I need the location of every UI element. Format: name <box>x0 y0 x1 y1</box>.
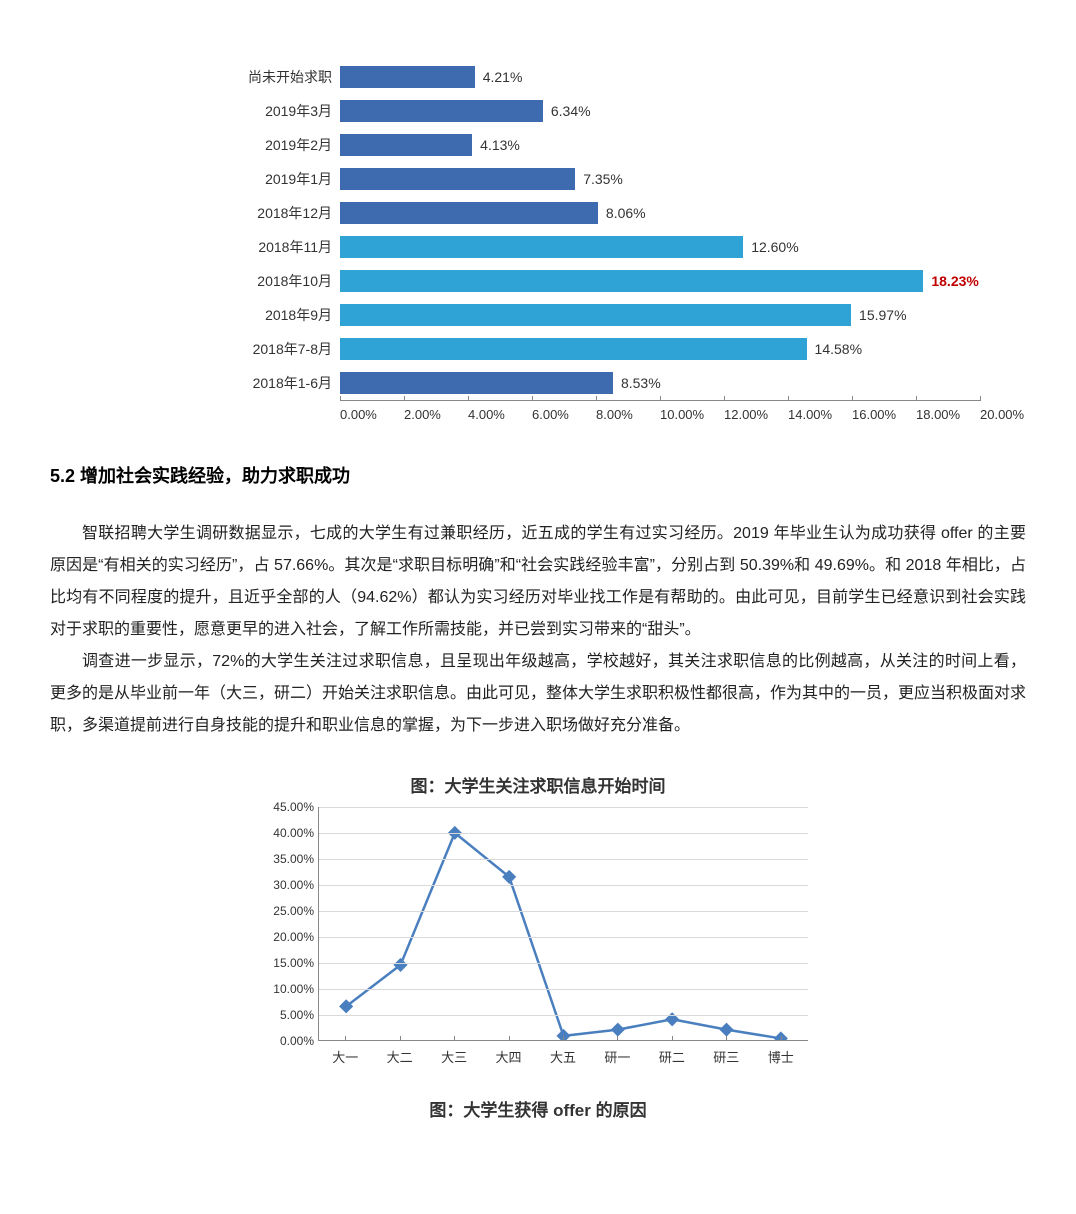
bar-fill <box>340 134 472 156</box>
bar-row: 尚未开始求职 4.21% <box>230 60 1010 94</box>
bar-label: 2018年7-8月 <box>230 339 340 359</box>
bar-fill <box>340 168 575 190</box>
x-tick: 0.00% <box>340 401 404 422</box>
body-paragraph: 调查进一步显示，72%的大学生关注过求职信息，且呈现出年级越高，学校越好，其关注… <box>50 646 1026 742</box>
bar-value: 4.13% <box>480 137 520 153</box>
x-cat-label: 大一 <box>318 1041 372 1066</box>
section-heading: 5.2 增加社会实践经验，助力求职成功 <box>50 462 1026 488</box>
bar-value: 15.97% <box>859 307 906 323</box>
bar-fill <box>340 100 543 122</box>
bar-label: 2019年3月 <box>230 101 340 121</box>
bar-row: 2019年3月 6.34% <box>230 94 1010 128</box>
y-tick-label: 15.00% <box>258 956 314 970</box>
x-cat-label: 大二 <box>372 1041 426 1066</box>
x-tick: 12.00% <box>724 401 788 422</box>
x-cat-label: 大三 <box>427 1041 481 1066</box>
x-cat-label: 研三 <box>699 1041 753 1066</box>
bar-fill <box>340 202 598 224</box>
bar-value: 4.21% <box>483 69 523 85</box>
y-tick-label: 40.00% <box>258 826 314 840</box>
bar-label: 2018年9月 <box>230 305 340 325</box>
y-tick-label: 0.00% <box>258 1034 314 1048</box>
bar-row: 2018年12月 8.06% <box>230 196 1010 230</box>
x-tick: 18.00% <box>916 401 980 422</box>
line-chart-caption: 图：大学生关注求职信息开始时间 <box>50 772 1026 797</box>
bar-label: 2019年2月 <box>230 135 340 155</box>
x-cat-label: 博士 <box>754 1041 808 1066</box>
bar-label: 2018年12月 <box>230 203 340 223</box>
y-tick-label: 35.00% <box>258 852 314 866</box>
line-marker <box>719 1023 733 1037</box>
bar-row: 2019年1月 7.35% <box>230 162 1010 196</box>
bar-value: 8.53% <box>621 375 661 391</box>
job-start-bar-chart: 尚未开始求职4.21%2019年3月6.34%2019年2月4.13%2019年… <box>230 60 1010 422</box>
bar-fill <box>340 372 613 394</box>
x-cat-label: 大四 <box>481 1041 535 1066</box>
y-tick-label: 20.00% <box>258 930 314 944</box>
line-x-axis: 大一大二大三大四大五研一研二研三博士 <box>318 1041 808 1066</box>
x-tick: 6.00% <box>532 401 596 422</box>
x-cat-label: 研二 <box>645 1041 699 1066</box>
bar-label: 2019年1月 <box>230 169 340 189</box>
bar-value: 12.60% <box>751 239 798 255</box>
bar-fill <box>340 338 807 360</box>
bar-row: 2018年10月 18.23% <box>230 264 1010 298</box>
x-tick: 10.00% <box>660 401 724 422</box>
y-tick-label: 25.00% <box>258 904 314 918</box>
x-tick: 16.00% <box>852 401 916 422</box>
bottom-caption: 图：大学生获得 offer 的原因 <box>50 1096 1026 1121</box>
x-tick: 8.00% <box>596 401 660 422</box>
bar-row: 2018年9月 15.97% <box>230 298 1010 332</box>
bar-label: 2018年10月 <box>230 271 340 291</box>
line-marker <box>611 1023 625 1037</box>
bar-value: 7.35% <box>583 171 623 187</box>
bar-x-axis: 0.00%2.00%4.00%6.00%8.00%10.00%12.00%14.… <box>340 400 980 422</box>
bar-value: 8.06% <box>606 205 646 221</box>
attention-start-line-chart: 45.00%40.00%35.00%30.00%25.00%20.00%15.0… <box>258 807 818 1066</box>
bar-label: 2018年1-6月 <box>230 373 340 393</box>
bar-row: 2018年1-6月 8.53% <box>230 366 1010 400</box>
line-series <box>346 833 781 1039</box>
bar-label: 2018年11月 <box>230 237 340 257</box>
x-tick: 14.00% <box>788 401 852 422</box>
y-tick-label: 10.00% <box>258 982 314 996</box>
bar-row: 2018年7-8月 14.58% <box>230 332 1010 366</box>
bar-fill <box>340 236 743 258</box>
x-cat-label: 研一 <box>590 1041 644 1066</box>
body-text: 智联招聘大学生调研数据显示，七成的大学生有过兼职经历，近五成的学生有过实习经历。… <box>50 518 1026 742</box>
bar-fill <box>340 270 923 292</box>
bar-value: 14.58% <box>815 341 862 357</box>
bar-value: 18.23% <box>931 273 978 289</box>
y-tick-label: 30.00% <box>258 878 314 892</box>
y-tick-label: 45.00% <box>258 800 314 814</box>
x-tick: 2.00% <box>404 401 468 422</box>
bar-label: 尚未开始求职 <box>230 67 340 87</box>
x-cat-label: 大五 <box>536 1041 590 1066</box>
body-paragraph: 智联招聘大学生调研数据显示，七成的大学生有过兼职经历，近五成的学生有过实习经历。… <box>50 518 1026 646</box>
bar-fill <box>340 304 851 326</box>
bar-fill <box>340 66 475 88</box>
y-tick-label: 5.00% <box>258 1008 314 1022</box>
x-tick: 4.00% <box>468 401 532 422</box>
bar-value: 6.34% <box>551 103 591 119</box>
bar-row: 2019年2月 4.13% <box>230 128 1010 162</box>
bar-row: 2018年11月 12.60% <box>230 230 1010 264</box>
